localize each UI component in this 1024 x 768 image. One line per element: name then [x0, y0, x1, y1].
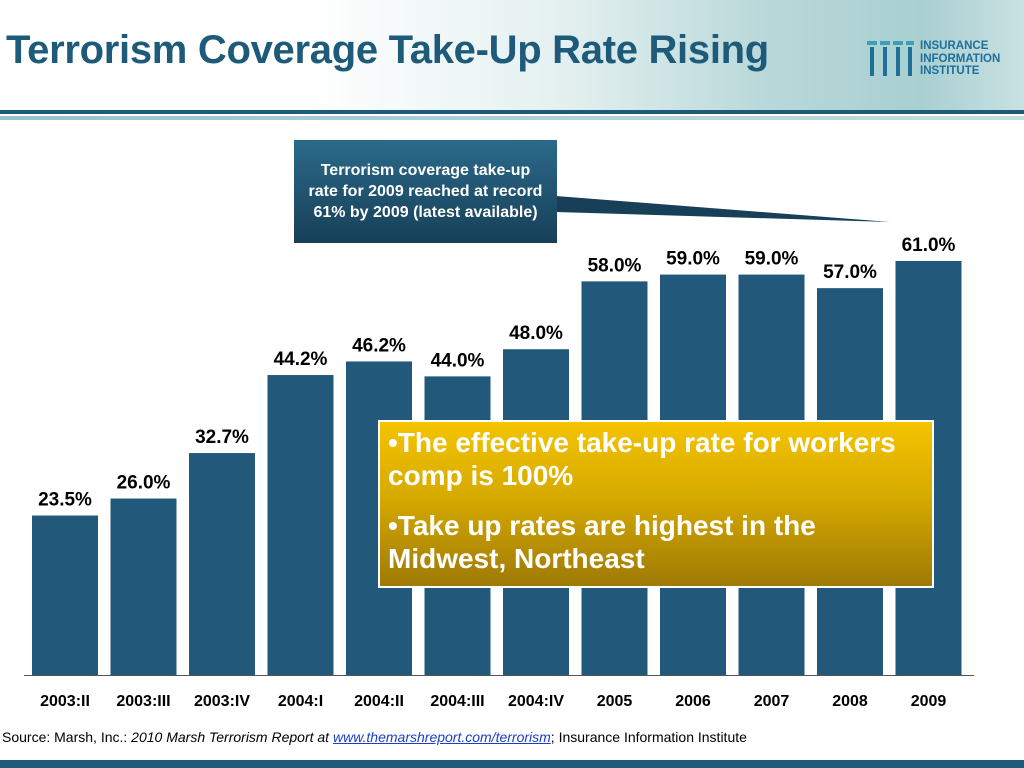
- highlight-note-box: •The effective take-up rate for workers …: [378, 420, 934, 588]
- x-tick-label: 2003:II: [40, 693, 90, 710]
- bar-value-label: 44.0%: [431, 350, 485, 371]
- source-prefix: Source: Marsh, Inc.:: [2, 729, 132, 745]
- footer-bar: [0, 760, 1024, 768]
- callout-text: Terrorism coverage take-up rate for 2009…: [308, 162, 543, 221]
- bar-2004:I: [267, 375, 334, 675]
- x-tick-label: 2009: [911, 693, 947, 710]
- bar-value-label: 61.0%: [902, 235, 956, 256]
- note-bullet: •The effective take-up rate for workers …: [388, 427, 896, 491]
- value-labels: 23.5% 26.0% 32.7% 44.2% 46.2% 44.0% 48.0% 58.0%…: [38, 235, 955, 511]
- x-tick-label: 2007: [754, 693, 790, 710]
- header-band: [0, 0, 1024, 112]
- source-suffix: ; Insurance Information Institute: [550, 729, 747, 745]
- source-note: Source: Marsh, Inc.: 2010 Marsh Terroris…: [2, 729, 747, 745]
- x-tick-label: 2003:IV: [194, 693, 250, 710]
- x-tick-label: 2006: [675, 693, 711, 710]
- x-tick-label: 2004:IV: [508, 693, 564, 710]
- bar-2003:III: [110, 498, 177, 675]
- source-report: 2010 Marsh Terrorism Report at: [131, 729, 333, 745]
- bar-2003:IV: [189, 453, 255, 675]
- header-rule: [0, 110, 1024, 114]
- bar-value-label: 48.0%: [509, 323, 563, 344]
- callout-box: Terrorism coverage take-up rate for 2009…: [294, 140, 557, 243]
- bar-value-label: 59.0%: [666, 249, 720, 270]
- bar-value-label: 23.5%: [38, 490, 92, 511]
- x-tick-label: 2008: [832, 693, 868, 710]
- bar-value-label: 26.0%: [117, 473, 171, 494]
- bar-2003:II: [32, 515, 98, 675]
- x-tick-labels: 2003:II 2003:III 2003:IV 2004:I 2004:II 2004:…: [40, 693, 946, 710]
- x-tick-label: 2005: [597, 693, 633, 710]
- bar-value-label: 32.7%: [195, 427, 249, 448]
- x-tick-label: 2004:II: [354, 693, 404, 710]
- logo-wordmark: INSURANCE INFORMATION INSTITUTE: [920, 40, 1000, 78]
- source-link[interactable]: www.themarshreport.com/terrorism: [332, 729, 551, 745]
- x-tick-label: 2003:III: [116, 693, 170, 710]
- bar-value-label: 59.0%: [745, 249, 799, 270]
- bar-value-label: 46.2%: [352, 335, 406, 356]
- logo-line: INFORMATION: [920, 52, 1001, 65]
- note-bullet: •Take up rates are highest in the Midwes…: [388, 510, 816, 574]
- callout-pointer: [556, 196, 890, 222]
- logo-line: INSURANCE: [920, 40, 989, 52]
- bar-value-label: 57.0%: [823, 262, 877, 283]
- x-tick-label: 2004:I: [278, 693, 323, 710]
- slide-title: Terrorism Coverage Take-Up Rate Rising: [6, 28, 769, 72]
- x-tick-label: 2004:III: [430, 693, 484, 710]
- bar-value-label: 44.2%: [274, 349, 328, 370]
- bar-value-label: 58.0%: [588, 255, 642, 276]
- logo-line: INSTITUTE: [920, 65, 980, 77]
- iii-logo-icon: [867, 41, 914, 76]
- header-rule-light: [0, 116, 1024, 120]
